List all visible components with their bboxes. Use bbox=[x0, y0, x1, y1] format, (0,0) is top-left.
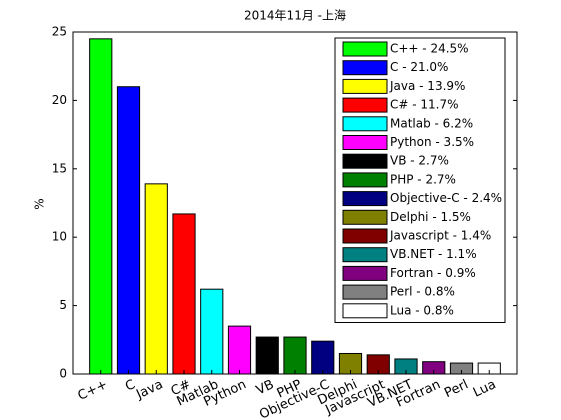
bar bbox=[116, 86, 141, 375]
legend-label: Fortran - 0.9% bbox=[390, 266, 476, 280]
legend-swatch bbox=[342, 172, 388, 188]
bar bbox=[283, 336, 307, 375]
legend-label: VB.NET - 1.1% bbox=[390, 247, 477, 261]
bar bbox=[144, 183, 168, 375]
chart-title: 2014年11月 -上海 bbox=[244, 8, 346, 23]
legend-label: Perl - 0.8% bbox=[390, 285, 455, 299]
legend-swatch bbox=[342, 191, 388, 207]
bar bbox=[227, 325, 252, 375]
y-tick-label: 25 bbox=[52, 25, 67, 39]
x-tick-label: VB bbox=[254, 377, 276, 398]
bar bbox=[255, 336, 279, 375]
legend-swatch bbox=[342, 153, 388, 169]
bar bbox=[200, 288, 224, 375]
legend-swatch bbox=[342, 209, 388, 225]
y-axis-label: % bbox=[33, 198, 47, 209]
legend-swatch bbox=[342, 247, 388, 263]
legend-label: Java - 13.9% bbox=[389, 79, 465, 93]
y-tick-label: 0 bbox=[59, 367, 67, 381]
legend-swatch bbox=[342, 116, 388, 132]
legend-swatch bbox=[342, 97, 388, 113]
y-tick-label: 5 bbox=[59, 298, 67, 312]
legend-label: C# - 11.7% bbox=[390, 98, 459, 112]
legend-swatch bbox=[342, 78, 388, 94]
y-tick-label: 20 bbox=[52, 93, 67, 107]
legend-label: PHP - 2.7% bbox=[390, 172, 456, 186]
legend-label: Objective-C - 2.4% bbox=[390, 191, 502, 205]
legend-label: C++ - 24.5% bbox=[390, 42, 469, 56]
legend-swatch bbox=[342, 303, 388, 319]
y-tick-label: 15 bbox=[52, 161, 67, 175]
bar bbox=[311, 340, 335, 375]
legend-label: Delphi - 1.5% bbox=[390, 210, 471, 224]
legend-label: C - 21.0% bbox=[390, 60, 448, 74]
legend-swatch bbox=[342, 41, 388, 57]
legend-label: Lua - 0.8% bbox=[390, 303, 454, 317]
legend-swatch bbox=[342, 284, 388, 300]
bar bbox=[89, 38, 113, 375]
legend-swatch bbox=[342, 135, 388, 150]
legend-swatch bbox=[342, 228, 388, 244]
legend-swatch bbox=[342, 60, 388, 76]
legend-label: Matlab - 6.2% bbox=[390, 116, 473, 130]
legend-swatch bbox=[342, 265, 388, 281]
y-tick-label: 10 bbox=[52, 230, 67, 244]
legend-label: VB - 2.7% bbox=[390, 154, 449, 168]
bar bbox=[172, 213, 196, 375]
legend-label: Javascript - 1.4% bbox=[389, 229, 491, 243]
legend-label: Python - 3.5% bbox=[390, 135, 474, 149]
axes-box bbox=[72, 31, 518, 375]
